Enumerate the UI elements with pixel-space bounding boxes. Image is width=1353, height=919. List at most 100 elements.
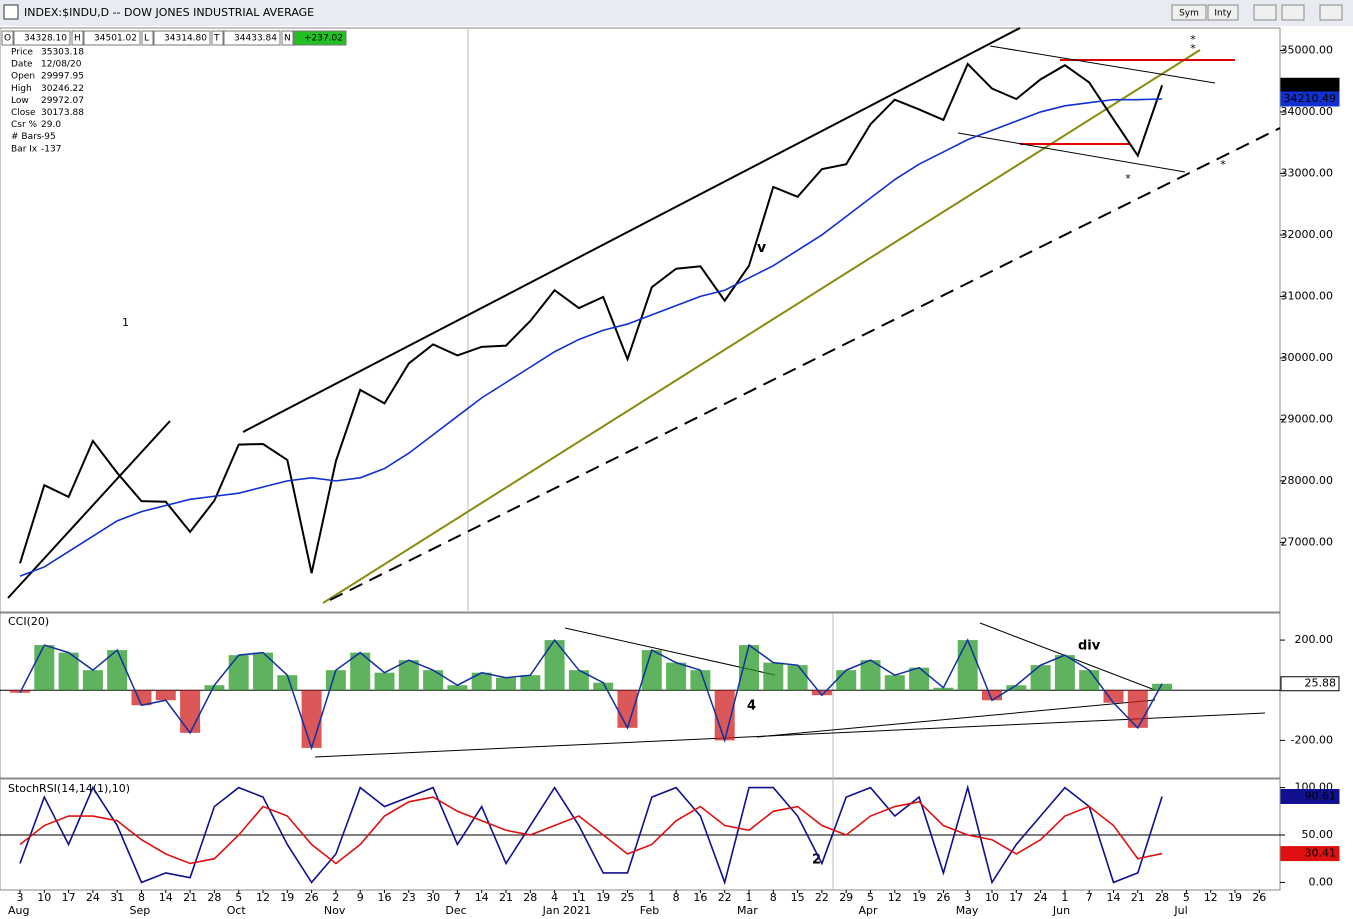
annotation: 2 [812,853,821,868]
x-tick-label: 21 [499,891,513,904]
annotation: div [1078,639,1101,654]
bar [617,690,638,728]
x-tick-label: 8 [770,891,777,904]
bar [836,670,857,691]
restore-button[interactable] [1281,4,1305,21]
x-tick-label: 14 [475,891,489,904]
x-tick-label: 23 [402,891,416,904]
y-tick-label: 35000.00 [1281,43,1334,56]
x-tick-label: 26 [1252,891,1266,904]
x-tick-label: 21 [183,891,197,904]
price-panel [0,27,1281,613]
month-label: Aug [8,904,29,917]
x-tick-label: 24 [86,891,100,904]
info-value: 29.0 [41,120,61,130]
ohlc-value: 34433.84 [234,34,277,44]
bar [204,685,225,691]
info-label: Csr % [11,120,38,130]
x-tick-label: 12 [1204,891,1218,904]
trendline [7,420,171,599]
star: * [1220,158,1226,171]
bar [374,672,395,691]
y-tick-label: 30000.00 [1281,351,1334,364]
bar [350,652,371,691]
x-tick-label: 2 [332,891,339,904]
x-tick-label: 14 [159,891,173,904]
month-label: Apr [859,904,879,917]
sym-label[interactable]: Sym [1179,9,1199,19]
x-tick-label: 1 [648,891,655,904]
x-tick-label: 5 [235,891,242,904]
sym-button[interactable] [1171,4,1207,21]
info-value: 12/08/20 [41,60,82,70]
month-label: Nov [324,904,346,917]
x-tick-label: 8 [673,891,680,904]
trendlines [7,27,1281,758]
y-tick-label: 32000.00 [1281,228,1334,241]
ohlc-value-box [293,30,347,46]
price-tag [1280,788,1340,804]
cci-outline [19,638,1163,751]
bar [666,662,687,691]
series-line [19,62,1164,574]
inty-label[interactable]: Inty [1214,9,1232,19]
bar [277,675,298,691]
ohlc-key-box [71,30,84,46]
bar [228,655,249,691]
x-tick-label: 21 [1131,891,1145,904]
series-line [19,784,1163,886]
bar [1006,685,1027,691]
cci-panel [0,612,1281,779]
ohlc-key-box [211,30,224,46]
x-tick-label: 19 [280,891,294,904]
bar [34,645,55,691]
x-tick-label: 19 [596,891,610,904]
trendline [756,699,1156,738]
month-label: Jul [1173,904,1187,917]
info-label: High [11,84,32,94]
info-value: 30246.22 [41,84,84,94]
ohlc-key-box [1,30,14,46]
ohlc-key-box [141,30,154,46]
ohlc-key-box [281,30,294,46]
x-tick-label: 15 [791,891,805,904]
x-tick-label: 26 [936,891,950,904]
bar [82,670,103,691]
x-tick-label: 17 [1009,891,1023,904]
ohlc-value-box [153,30,211,46]
info-label: # Bars [11,132,42,142]
y-tick-label: 34000.00 [1281,105,1334,118]
info-label: Low [11,96,29,106]
close-button[interactable] [1319,4,1343,21]
x-tick-label: 10 [985,891,999,904]
bar [860,660,881,691]
bar [690,670,711,691]
inty-button[interactable] [1207,4,1239,21]
annotation: 1 [122,316,129,329]
month-label: Oct [227,904,247,917]
x-tick-label: 30 [426,891,440,904]
panel-title: CCI(20) [8,615,49,628]
price-tag-label: 90.61 [1305,789,1337,802]
bar [763,662,784,691]
month-label: Mar [737,904,758,917]
x-tick-label: 5 [867,891,874,904]
x-tick-label: 7 [1086,891,1093,904]
bar [593,682,614,691]
bar [447,685,468,691]
ohlc-value: 34501.02 [94,34,137,44]
x-tick-label: 26 [305,891,319,904]
info-label: Price [11,48,33,58]
bar [1030,665,1051,691]
info-value: 35303.18 [41,48,84,58]
minimize-button[interactable] [1253,4,1277,21]
bar [58,652,79,691]
info-value: 29997.95 [41,72,84,82]
month-label: Jun [1052,904,1070,917]
info-value: -95 [41,132,56,142]
month-label: Feb [640,904,659,917]
y-tick-label: 50.00 [1302,828,1334,841]
bar [544,640,565,691]
bar [739,645,759,691]
